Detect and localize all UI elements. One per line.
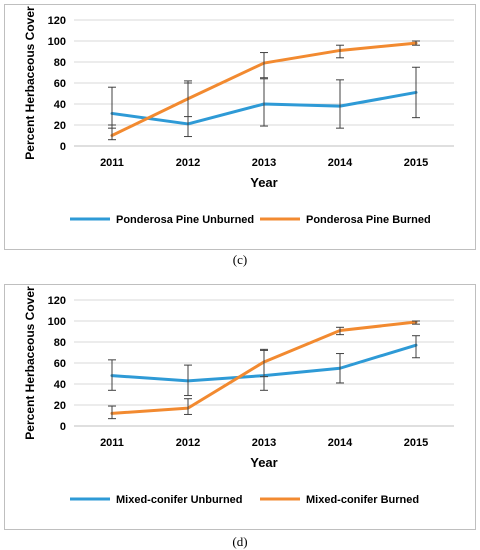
- x-tick-label: 2015: [404, 437, 428, 449]
- chart-frame: [4, 4, 476, 250]
- legend-label: Mixed-conifer Unburned: [116, 494, 243, 506]
- x-axis-title: Year: [250, 175, 277, 190]
- chart-panel-c: 0 20 40 60 80 100 120 2011 2012 2013 2014 2015 Year P…: [0, 0, 480, 270]
- y-tick-label: 100: [48, 36, 66, 48]
- legend-label: Mixed-conifer Burned: [306, 494, 419, 506]
- y-axis-title: Percent Herbaceous Cover: [23, 6, 37, 160]
- y-tick-label: 60: [54, 358, 66, 370]
- y-tick-label: 100: [48, 316, 66, 328]
- y-tick-label: 40: [54, 99, 66, 111]
- x-tick-label: 2014: [328, 437, 353, 449]
- caption-c: (c): [232, 252, 248, 267]
- y-tick-label: 20: [54, 400, 66, 412]
- y-tick-label: 0: [60, 141, 66, 153]
- legend-label: Ponderosa Pine Burned: [306, 214, 431, 226]
- legend-label: Ponderosa Pine Unburned: [116, 214, 254, 226]
- y-tick-label: 40: [54, 379, 66, 391]
- y-tick-label: 80: [54, 57, 66, 69]
- x-tick-label: 2013: [252, 437, 276, 449]
- chart-c-svg: 0 20 40 60 80 100 120 2011 2012 2013 2014 2015 Year P…: [4, 4, 476, 250]
- y-tick-label: 60: [54, 78, 66, 90]
- x-tick-label: 2014: [328, 157, 353, 169]
- chart-panel-d: 0 20 40 60 80 100 120 2011 2012 2013 2014 2015 Year P…: [0, 280, 480, 550]
- y-tick-label: 120: [48, 15, 66, 27]
- y-tick-label: 80: [54, 337, 66, 349]
- chart-frame: [4, 284, 476, 530]
- x-axis-title: Year: [250, 455, 277, 470]
- x-tick-label: 2012: [176, 437, 200, 449]
- x-tick-label: 2013: [252, 157, 276, 169]
- x-tick-label: 2015: [404, 157, 428, 169]
- caption-d: (d): [232, 534, 248, 549]
- x-tick-label: 2011: [100, 157, 124, 169]
- y-tick-label: 20: [54, 120, 66, 132]
- x-tick-label: 2012: [176, 157, 200, 169]
- chart-d-svg: 0 20 40 60 80 100 120 2011 2012 2013 2014 2015 Year P…: [4, 284, 476, 530]
- y-tick-label: 120: [48, 295, 66, 307]
- y-axis-title: Percent Herbaceous Cover: [23, 286, 37, 440]
- y-tick-label: 0: [60, 421, 66, 433]
- x-tick-label: 2011: [100, 437, 124, 449]
